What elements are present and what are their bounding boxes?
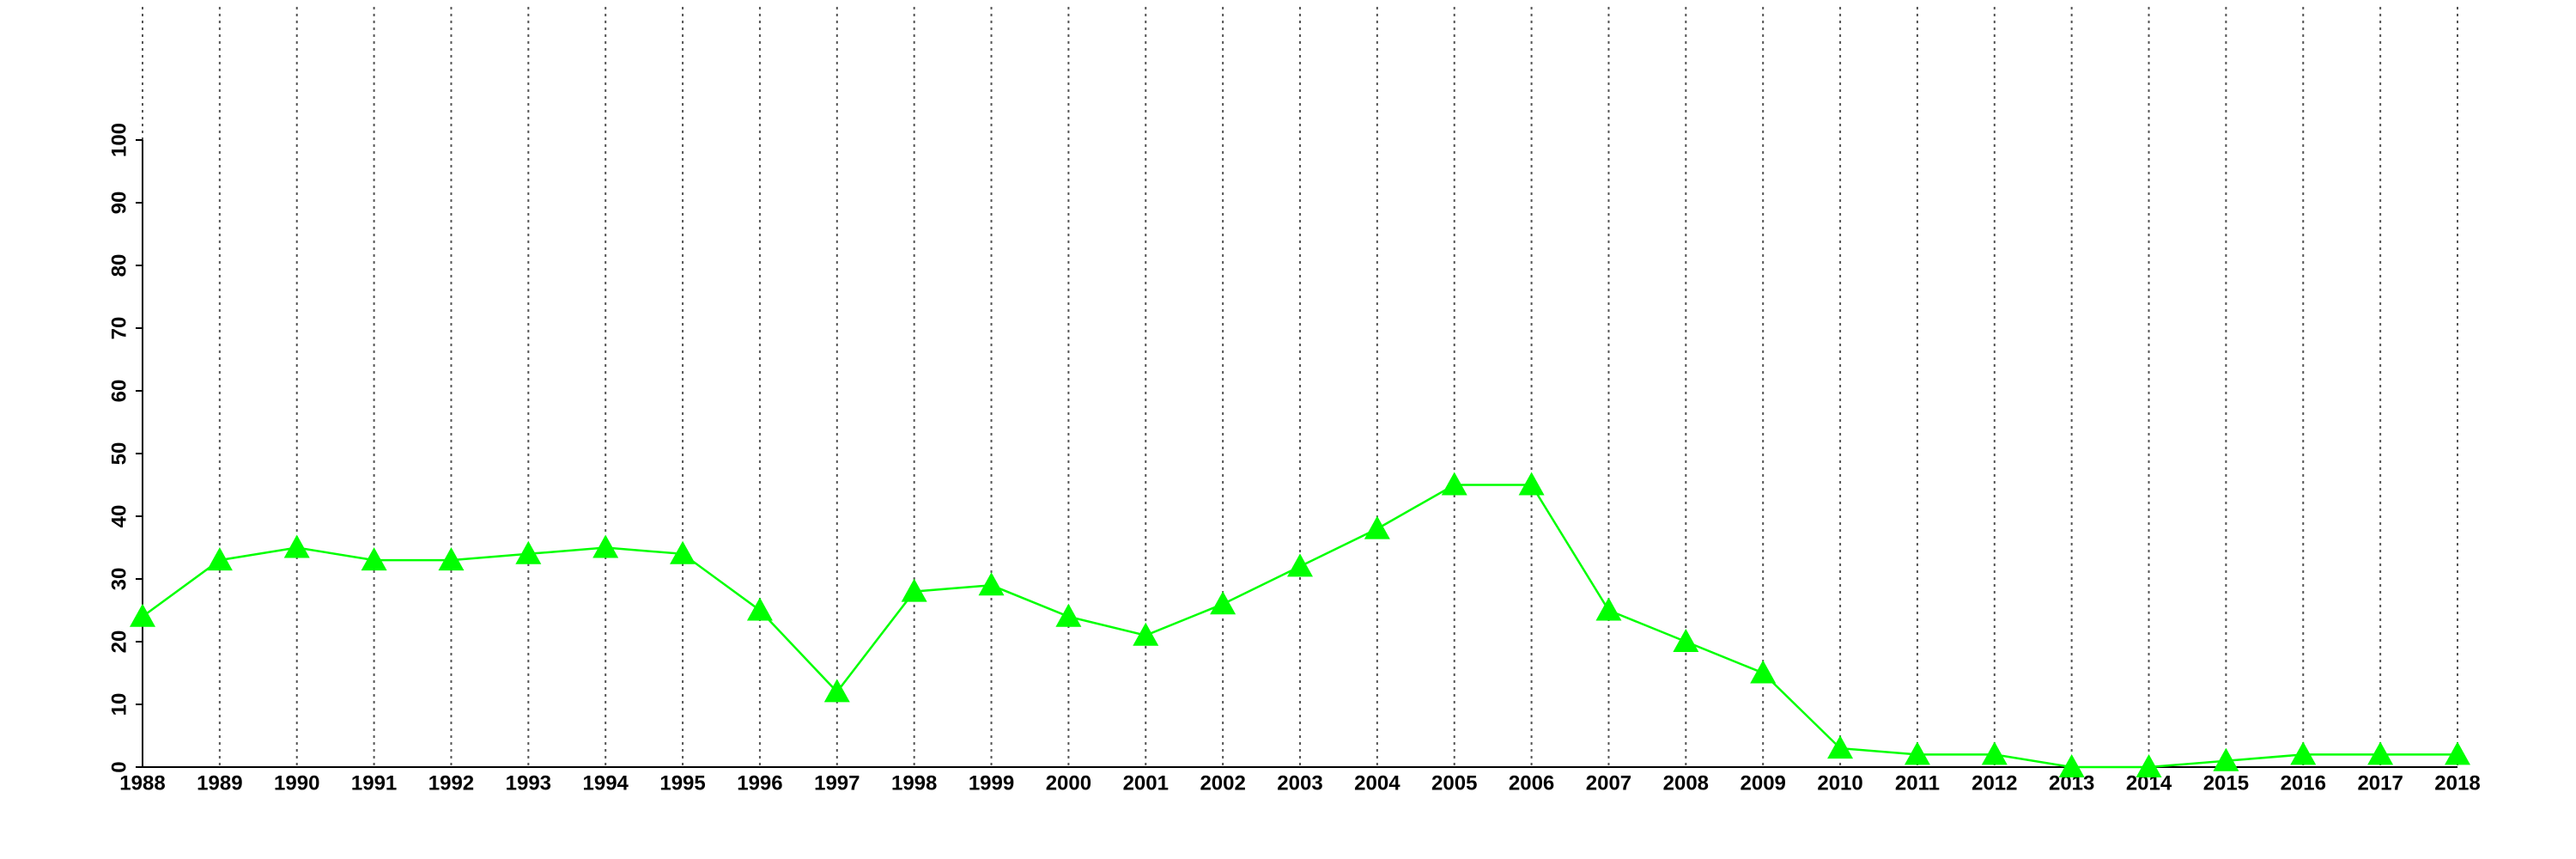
x-tick-label: 1993 — [506, 771, 551, 795]
x-tick-label: 1989 — [197, 771, 242, 795]
data-point — [1210, 591, 1236, 615]
x-tick-label: 2005 — [1431, 771, 1477, 795]
y-tick-label: 0 — [107, 761, 131, 772]
x-tick-label: 2011 — [1895, 771, 1940, 795]
x-tick-label: 2016 — [2281, 771, 2326, 795]
x-tick-label: 1997 — [814, 771, 860, 795]
data-point — [1055, 603, 1082, 627]
x-tick-label: 2002 — [1200, 771, 1245, 795]
x-tick-label: 2000 — [1046, 771, 1091, 795]
data-point — [130, 603, 155, 627]
x-tick-label: 2010 — [1817, 771, 1862, 795]
y-tick-label: 100 — [107, 123, 131, 157]
x-tick-label: 1999 — [969, 771, 1014, 795]
data-point — [2136, 754, 2162, 777]
x-tick-label: 1988 — [119, 771, 165, 795]
data-point — [746, 597, 773, 621]
y-tick-label: 90 — [107, 192, 131, 215]
x-tick-label: 2017 — [2357, 771, 2403, 795]
x-tick-label: 1994 — [583, 771, 629, 795]
data-point — [515, 540, 542, 564]
data-point — [1827, 735, 1854, 759]
data-point — [1981, 741, 2008, 765]
data-point — [2058, 754, 2085, 777]
x-tick-label: 1996 — [737, 771, 782, 795]
data-point — [823, 679, 850, 703]
data-point — [1673, 629, 1699, 652]
x-tick-label: 2009 — [1741, 771, 1786, 795]
x-tick-label: 2007 — [1586, 771, 1631, 795]
x-tick-label: 2012 — [1971, 771, 2017, 795]
data-point — [2445, 741, 2470, 765]
data-point — [2290, 741, 2317, 765]
x-tick-label: 1990 — [274, 771, 319, 795]
x-tick-label: 2008 — [1663, 771, 1709, 795]
data-point — [592, 534, 619, 558]
y-tick-label: 10 — [107, 693, 131, 716]
x-tick-label: 2015 — [2203, 771, 2249, 795]
data-point — [1595, 597, 1622, 621]
y-tick-label: 80 — [107, 254, 131, 277]
data-point — [438, 547, 465, 571]
data-point — [978, 572, 1005, 596]
x-tick-label: 2004 — [1354, 771, 1400, 795]
x-tick-label: 2001 — [1123, 771, 1169, 795]
data-point — [1750, 660, 1777, 684]
data-point — [361, 547, 387, 571]
data-point — [1133, 622, 1159, 646]
data-point — [1287, 553, 1313, 577]
y-tick-label: 40 — [107, 505, 131, 528]
y-tick-label: 70 — [107, 317, 131, 340]
y-tick-label: 30 — [107, 568, 131, 591]
data-point — [670, 540, 696, 564]
data-point — [283, 534, 310, 558]
x-tick-label: 2006 — [1509, 771, 1554, 795]
x-tick-label: 2003 — [1277, 771, 1322, 795]
data-point — [2213, 747, 2239, 771]
data-point — [901, 578, 927, 602]
data-point — [2367, 741, 2394, 765]
y-tick-label: 20 — [107, 631, 131, 654]
y-tick-label: 60 — [107, 380, 131, 403]
data-point — [1904, 741, 1930, 765]
data-point — [1518, 472, 1545, 496]
x-tick-label: 1998 — [891, 771, 937, 795]
data-point — [1364, 515, 1390, 539]
y-tick-label: 50 — [107, 442, 131, 466]
x-tick-label: 1992 — [428, 771, 474, 795]
data-point — [1441, 472, 1467, 496]
x-tick-label: 1991 — [351, 771, 397, 795]
x-tick-label: 1995 — [659, 771, 705, 795]
x-tick-label: 2018 — [2434, 771, 2480, 795]
data-point — [206, 547, 233, 571]
